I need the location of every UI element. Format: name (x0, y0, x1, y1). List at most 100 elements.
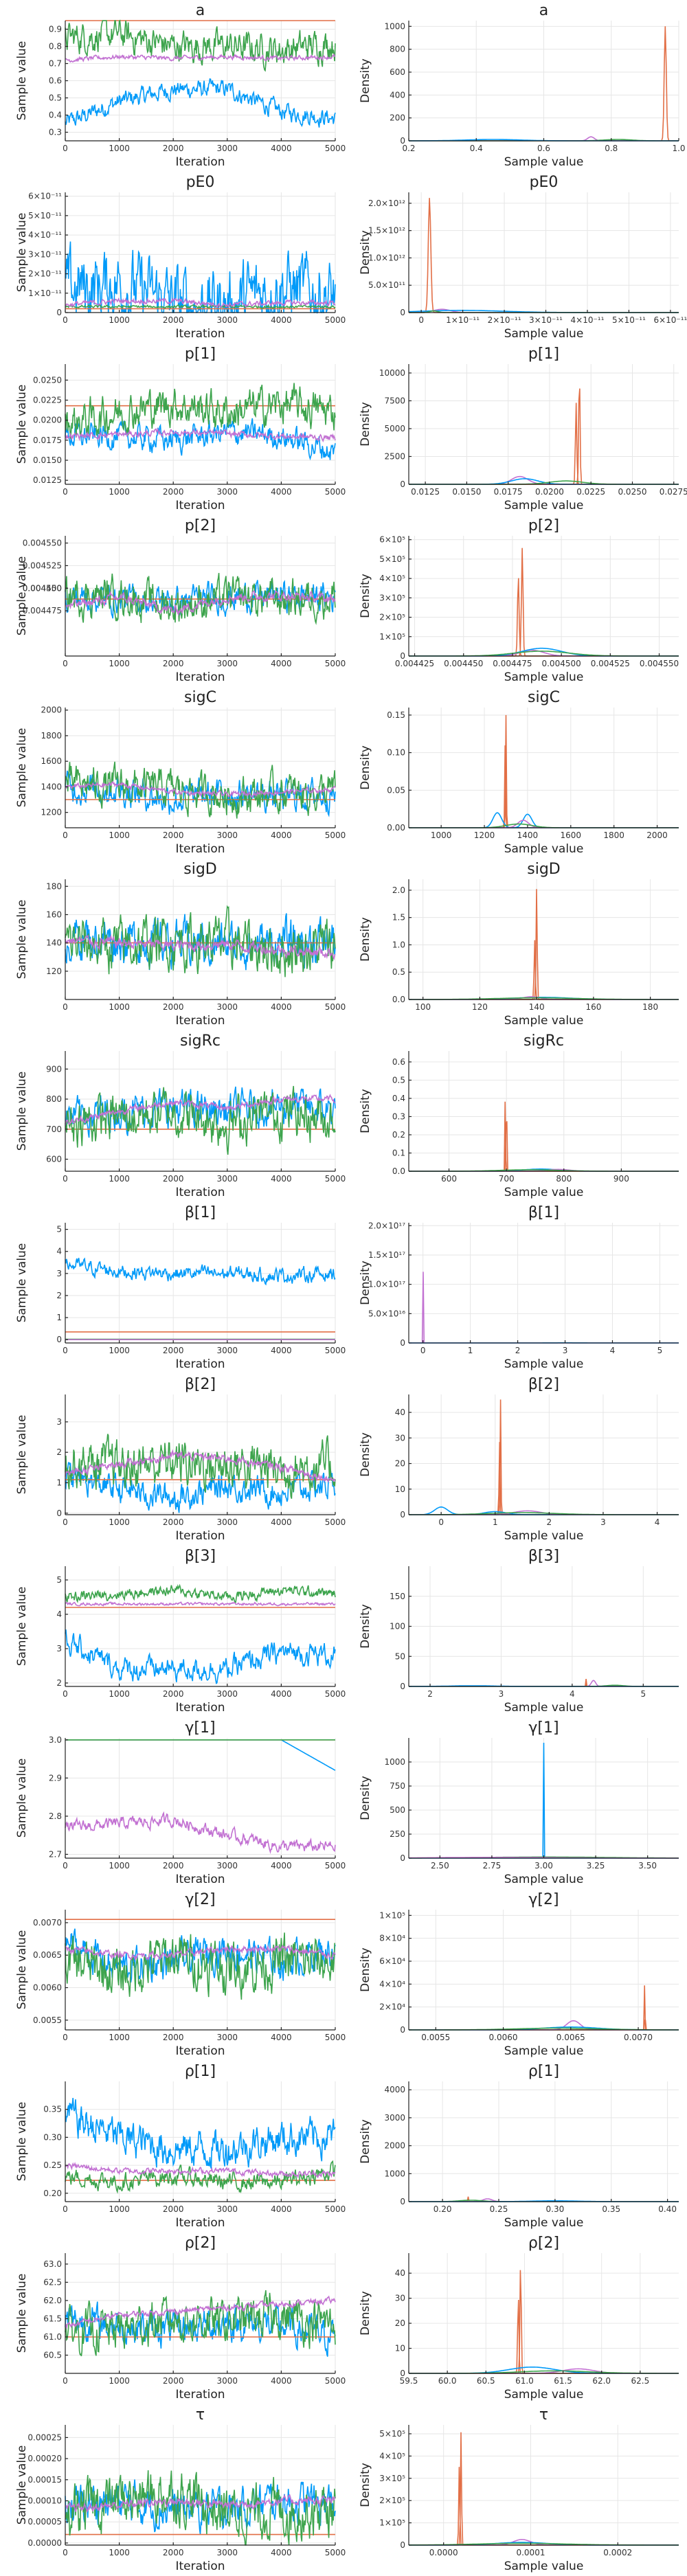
density-curve-c2 (409, 547, 679, 657)
x-tick-label: 0.004500 (541, 659, 581, 668)
x-axis-label: Sample value (504, 1186, 584, 1199)
x-tick-label: 2×10⁻¹¹ (488, 315, 521, 325)
y-tick-label: 1×10⁵ (379, 1910, 405, 1920)
y-tick-label: 4×10⁵ (379, 2451, 405, 2461)
y-tick-label: 1 (56, 1313, 62, 1322)
panel-title: p[2] (528, 517, 559, 534)
x-tick-label: 5000 (325, 659, 346, 668)
y-tick-label: 0 (56, 1509, 62, 1518)
y-axis-label: Density (359, 1776, 372, 1820)
y-axis-label: Sample value (15, 2102, 29, 2182)
y-tick-label: 0 (400, 308, 405, 317)
y-axis-label: Density (359, 402, 372, 447)
y-axis-label: Density (359, 917, 372, 962)
x-tick-label: 0.20 (433, 2204, 452, 2214)
trace-panel-16: 0 1000 2000 3000 4000 5000 0 1 2 3 β[2] Iteration Sa… (15, 1376, 346, 1543)
x-tick-label: 0 (63, 144, 68, 153)
y-tick-label: 800 (390, 45, 405, 54)
x-tick-label: 1×10⁻¹¹ (446, 315, 480, 325)
y-tick-label: 750 (390, 1781, 405, 1791)
x-tick-label: 0.004425 (395, 659, 434, 668)
x-tick-label: 0.0250 (618, 487, 646, 497)
y-tick-label: 0.004475 (23, 606, 62, 615)
y-tick-label: 0.6 (392, 1057, 405, 1067)
y-axis-label: Density (359, 1089, 372, 1133)
y-tick-label: 0 (400, 2197, 405, 2206)
x-tick-label: 1000 (109, 1689, 130, 1699)
trace-series-c4 (65, 590, 336, 616)
y-tick-label: 0.0125 (33, 475, 62, 485)
panel-title: ρ[2] (185, 2235, 216, 2252)
trace-series-c3 (65, 1583, 336, 1603)
y-tick-label: 0.00000 (27, 2538, 62, 2548)
y-tick-label: 3 (56, 1644, 62, 1653)
y-tick-label: 62.5 (43, 2277, 62, 2287)
x-tick-label: 5000 (325, 1174, 346, 1184)
panel-title: p[2] (185, 517, 216, 534)
x-axis-label: Iteration (175, 155, 225, 169)
x-tick-label: 0.35 (602, 2204, 620, 2214)
y-tick-label: 5 (56, 1225, 62, 1234)
x-tick-label: 2 (547, 1517, 552, 1527)
x-tick-label: 0 (63, 1689, 68, 1699)
y-axis-label: Density (359, 1947, 372, 1992)
x-tick-label: 5000 (325, 1517, 346, 1527)
trace-series-c4 (65, 297, 336, 308)
y-tick-label: 1000 (384, 21, 405, 31)
panel-title: pE0 (186, 174, 215, 191)
x-tick-label: 0.004550 (640, 659, 679, 668)
panel-title: sigRc (523, 1032, 564, 1050)
y-tick-label: 0.2 (392, 1130, 405, 1140)
density-curve-c1 (409, 2366, 679, 2374)
y-axis-label: Density (359, 58, 372, 103)
x-axis-label: Iteration (175, 670, 225, 684)
y-tick-label: 2×10⁻¹¹ (28, 269, 62, 279)
x-tick-label: 2.50 (431, 1861, 449, 1871)
y-axis-label: Sample value (15, 728, 29, 808)
y-axis-label: Density (359, 2119, 372, 2164)
x-tick-label: 5000 (325, 1002, 346, 1012)
x-tick-label: 0 (63, 315, 68, 325)
y-tick-label: 10 (395, 2344, 405, 2353)
x-tick-label: 0.0150 (452, 487, 481, 497)
x-tick-label: 0 (63, 2376, 68, 2386)
x-axis-label: Iteration (175, 1186, 225, 1199)
x-tick-label: 5000 (325, 2204, 346, 2214)
y-tick-label: 0.00015 (27, 2475, 62, 2485)
x-tick-label: 3.50 (638, 1861, 657, 1871)
y-tick-label: 0.00025 (27, 2432, 62, 2442)
x-tick-label: 4000 (271, 1861, 292, 1871)
x-axis-label: Sample value (504, 670, 584, 684)
x-tick-label: 0.0000 (429, 2548, 458, 2557)
x-tick-label: 61.5 (554, 2376, 572, 2386)
x-tick-label: 59.5 (400, 2376, 418, 2386)
y-tick-label: 1600 (41, 756, 62, 766)
x-axis-label: Iteration (175, 1014, 225, 1028)
x-tick-label: 2000 (163, 315, 184, 325)
y-tick-label: 30 (395, 1433, 405, 1443)
trace-panel-22: 0 1000 2000 3000 4000 5000 0.0055 0.0060 0.0065 0… (15, 1891, 346, 2058)
y-tick-label: 5 (56, 1575, 62, 1585)
x-tick-label: 1000 (109, 659, 130, 668)
x-tick-label: 4000 (271, 1174, 292, 1184)
density-panel-7: 0.004425 0.004450 0.004475 0.004500 0.004525… (359, 517, 679, 684)
trace-series-c1 (65, 2098, 336, 2169)
y-tick-label: 500 (390, 1805, 405, 1815)
x-tick-label: 3000 (217, 2033, 238, 2042)
x-axis-label: Iteration (175, 1529, 225, 1543)
x-tick-label: 0.004525 (591, 659, 630, 668)
y-tick-label: 0.00 (387, 823, 405, 833)
y-tick-label: 2.8 (49, 1811, 62, 1821)
y-tick-label: 1800 (41, 731, 62, 741)
trace-panel-6: 0 1000 2000 3000 4000 5000 0.004450 0.004475 0.0… (15, 517, 346, 684)
y-tick-label: 0.0250 (33, 375, 62, 385)
x-tick-label: 2000 (163, 831, 184, 840)
y-tick-label: 40 (395, 2268, 405, 2278)
y-tick-label: 3×10⁵ (379, 2474, 405, 2483)
trace-panel-14: 0 1000 2000 3000 4000 5000 0 1 2 3 4 5 β[1] Iteration… (15, 1204, 346, 1371)
y-tick-label: 0 (400, 2369, 405, 2378)
panel-title: τ (539, 2406, 548, 2424)
x-tick-label: 3000 (217, 1346, 238, 1355)
y-tick-label: 5×10⁵ (379, 554, 405, 564)
y-tick-label: 2 (56, 1291, 62, 1300)
